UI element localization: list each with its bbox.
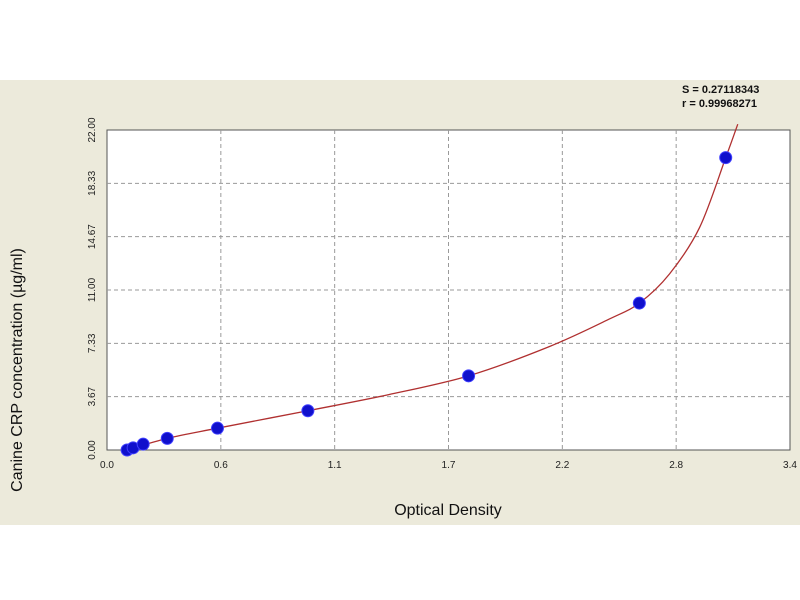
fit-statistics: S = 0.27118343 r = 0.99968271 — [682, 84, 759, 110]
x-tick-labels: 0.0 0.6 1.1 1.7 2.2 2.8 3.4 — [100, 460, 797, 471]
data-point — [210, 421, 224, 435]
y-tick-label: 7.33 — [87, 333, 98, 353]
y-tick-label: 3.67 — [87, 386, 98, 406]
y-tick-label: 22.00 — [87, 117, 98, 142]
stat-s: S = 0.27118343 — [682, 84, 759, 96]
data-point — [462, 369, 476, 383]
x-tick-label: 0.6 — [214, 460, 228, 471]
data-points — [120, 151, 733, 457]
x-axis-title: Optical Density — [394, 502, 502, 519]
y-tick-label: 14.67 — [87, 224, 98, 249]
calibration-chart: S = 0.27118343 r = 0.99968271 0.0 0.6 1.1 1… — [9, 84, 797, 519]
y-axis-title: Canine CRP concentration (µg/ml) — [9, 248, 26, 492]
data-point — [719, 151, 733, 165]
grid-lines — [107, 130, 790, 450]
y-tick-label: 0.00 — [87, 440, 98, 460]
x-tick-label: 0.0 — [100, 460, 114, 471]
data-point — [136, 437, 150, 451]
y-tick-label: 11.00 — [87, 277, 98, 302]
plot-area — [106, 129, 791, 451]
x-tick-label: 2.8 — [669, 460, 683, 471]
data-point — [160, 431, 174, 445]
x-tick-label: 3.4 — [783, 460, 797, 471]
stat-r: r = 0.99968271 — [682, 98, 757, 110]
data-point — [632, 296, 646, 310]
x-tick-label: 2.2 — [555, 460, 569, 471]
y-tick-labels: 0.00 3.67 7.33 11.00 14.67 18.33 22.00 — [87, 117, 98, 460]
y-tick-label: 18.33 — [87, 170, 98, 195]
chart-panel: S = 0.27118343 r = 0.99968271 0.0 0.6 1.1 1… — [0, 80, 800, 525]
x-tick-label: 1.1 — [328, 460, 342, 471]
x-tick-label: 1.7 — [442, 460, 456, 471]
data-point — [301, 404, 315, 418]
